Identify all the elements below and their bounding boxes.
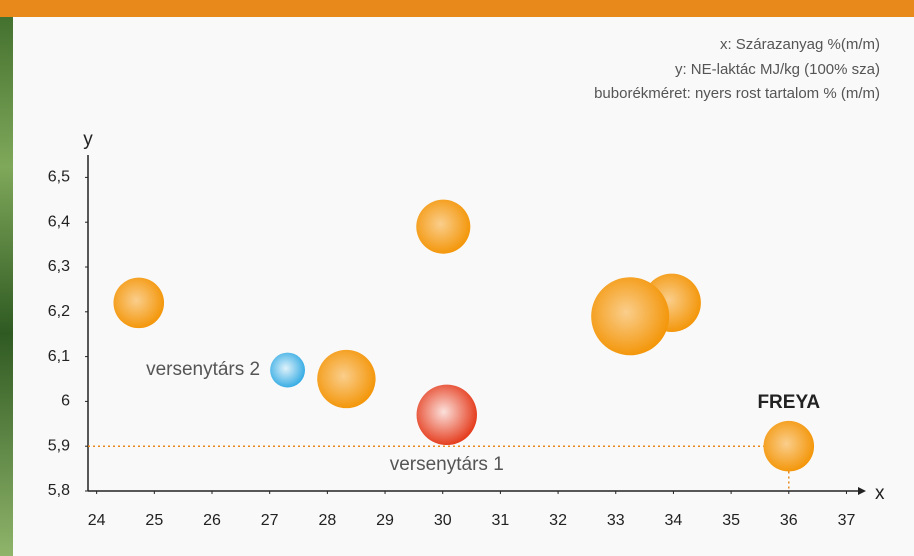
x-tick-label: 37 [838,512,856,529]
y-tick-label: 6,5 [48,169,70,186]
note: y: NE-laktác MJ/kg (100% sza) [675,61,880,78]
x-tick-label: 24 [88,512,106,529]
point-label: versenytárs 2 [146,359,260,380]
bubble [416,384,477,446]
x-tick-label: 28 [318,512,336,529]
y-tick-label: 5,9 [48,437,70,454]
x-tick-label: 35 [722,512,740,529]
bubble [591,277,670,356]
y-axis-label: y [83,129,93,150]
y-tick-label: 5,8 [48,482,70,499]
x-axis-arrow [858,487,866,495]
y-tick-label: 6,4 [48,213,70,230]
note: x: Szárazanyag %(m/m) [720,36,880,53]
x-tick-label: 36 [780,512,798,529]
x-tick-label: 34 [665,512,683,529]
point-label: FREYA [757,392,820,413]
x-tick-label: 31 [491,512,509,529]
point-label: versenytárs 1 [390,454,504,475]
plant-strip [0,0,13,556]
y-tick-label: 6,1 [48,348,70,365]
bubble [763,420,815,472]
bubble [270,352,306,388]
note: buborékméret: nyers rost tartalom % (m/m… [594,85,880,102]
x-tick-label: 32 [549,512,567,529]
x-tick-label: 30 [434,512,452,529]
x-tick-label: 29 [376,512,394,529]
y-tick-label: 6,3 [48,258,70,275]
y-tick-label: 6,2 [48,303,70,320]
bubble [317,349,376,409]
x-tick-label: 33 [607,512,625,529]
x-tick-label: 26 [203,512,221,529]
bubble [416,199,471,254]
bubble [113,277,165,329]
top-bar [0,0,914,17]
x-tick-label: 27 [261,512,279,529]
x-tick-label: 25 [145,512,163,529]
x-axis-label: x [875,483,885,504]
y-tick-label: 6 [61,393,70,410]
